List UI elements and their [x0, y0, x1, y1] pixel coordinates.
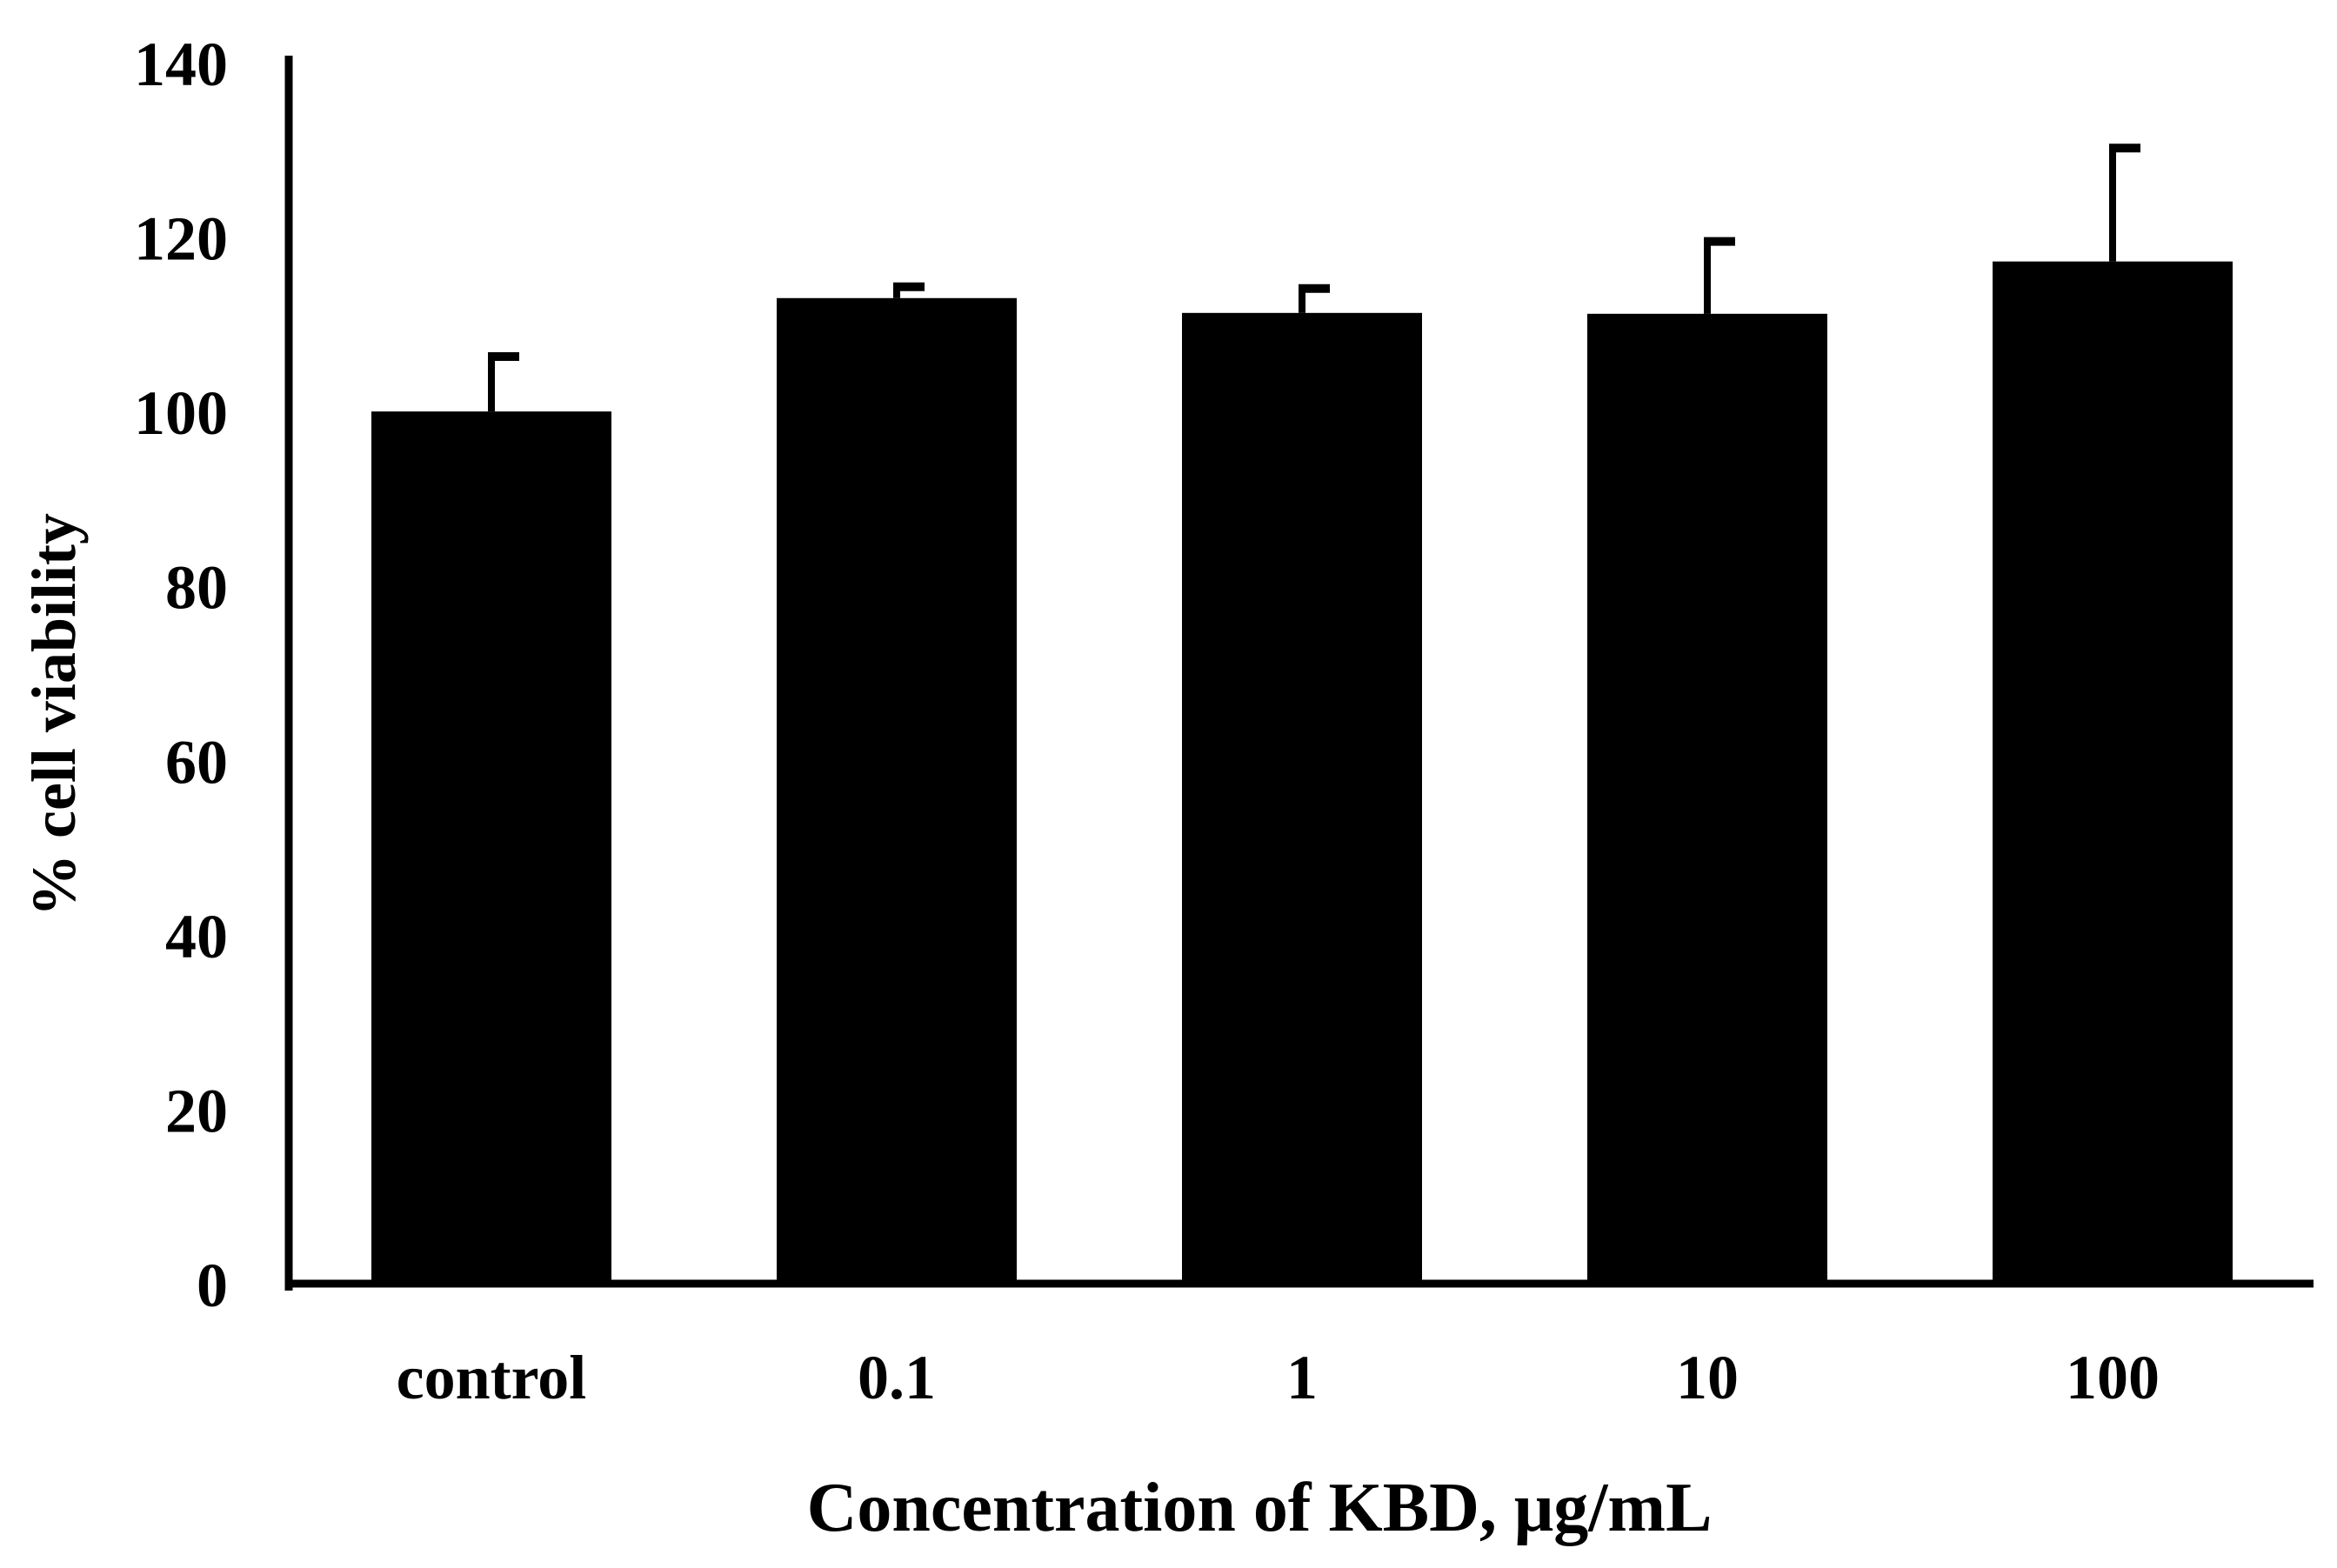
- axes-group: [284, 56, 2314, 1291]
- bar-1: [1182, 312, 1422, 1284]
- bar-10: [1587, 313, 1827, 1284]
- y-axis-label: % cell viability: [19, 513, 89, 917]
- x-tick-label-0.1: 0.1: [858, 1343, 936, 1412]
- bar-100: [1993, 261, 2233, 1284]
- x-tick-labels: control 0.1 1 10 100: [397, 1343, 2160, 1412]
- y-tick-label-40: 40: [165, 902, 228, 971]
- y-tick-label-100: 100: [134, 378, 228, 448]
- bar-0.1: [777, 297, 1017, 1284]
- y-tick-label-140: 140: [134, 30, 228, 99]
- x-tick-label-1: 1: [1286, 1343, 1318, 1412]
- y-tick-label-120: 120: [134, 204, 228, 274]
- y-tick-label-20: 20: [165, 1076, 228, 1145]
- x-axis-label: Concentration of KBD, μg/mL: [807, 1470, 1713, 1546]
- x-tick-label-100: 100: [2066, 1343, 2160, 1412]
- bar-control: [371, 411, 611, 1284]
- bars-group: [371, 261, 2233, 1284]
- x-tick-label-control: control: [397, 1343, 587, 1412]
- error-bars-group: [488, 143, 2140, 412]
- y-tick-label-60: 60: [165, 727, 228, 797]
- y-tick-label-0: 0: [197, 1251, 228, 1320]
- x-tick-label-10: 10: [1676, 1343, 1739, 1412]
- y-tick-label-80: 80: [165, 553, 228, 623]
- y-tick-labels: 0 20 40 60 80 100 120 140: [134, 30, 228, 1320]
